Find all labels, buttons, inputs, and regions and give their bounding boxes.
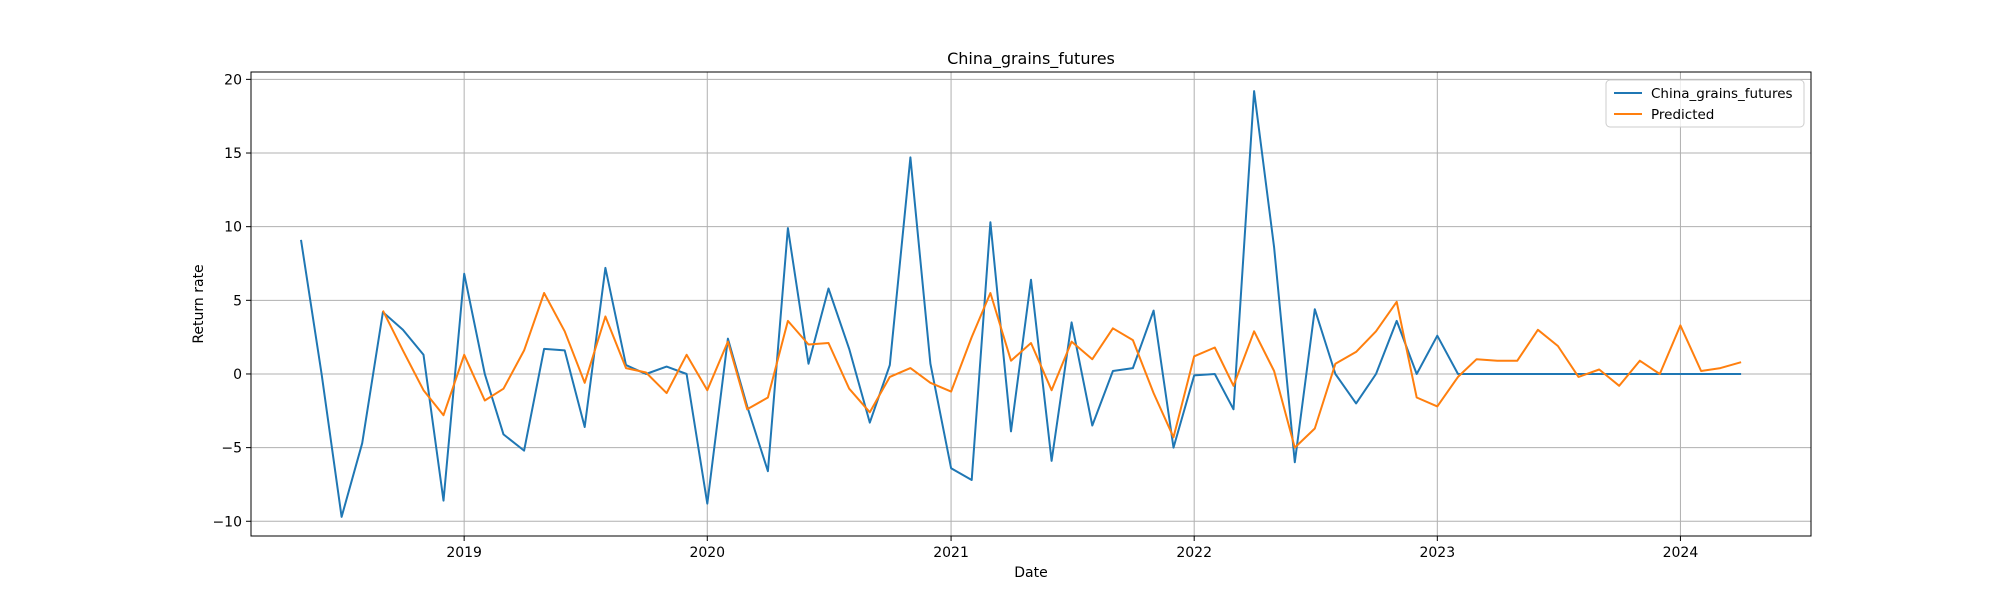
x-axis: 2019 2020 2021 2022 2023 2024	[446, 536, 1698, 561]
legend-box	[1605, 79, 1805, 128]
y-axis-label: Return rate	[191, 264, 207, 343]
x-tick-label: 2020	[689, 545, 725, 561]
y-tick-label: 20	[224, 72, 242, 88]
x-axis-label: Date	[1014, 565, 1047, 581]
series-line-actual	[300, 90, 1742, 518]
y-tick-label: −5	[221, 441, 242, 457]
y-tick-label: −10	[212, 514, 242, 530]
series-lines	[300, 90, 1742, 518]
series-line-predicted	[382, 292, 1742, 449]
x-tick-label: 2024	[1663, 545, 1699, 561]
y-tick-label: 0	[233, 367, 242, 383]
series-points	[382, 292, 1742, 448]
legend-label: Predicted	[1651, 107, 1714, 123]
chart-title: China_grains_futures	[947, 49, 1115, 69]
y-tick-label: 5	[233, 293, 242, 309]
series-points	[300, 91, 1742, 517]
x-tick-label: 2022	[1176, 545, 1212, 561]
legend-label: China_grains_futures	[1651, 86, 1793, 102]
x-tick-label: 2023	[1419, 545, 1455, 561]
y-axis: −10 −5 0 5 10 15 20	[212, 72, 251, 530]
y-tick-label: 15	[224, 146, 242, 162]
plot-frame	[250, 71, 1812, 537]
legend: China_grains_futures Predicted	[1605, 79, 1805, 128]
x-tick-label: 2021	[933, 545, 969, 561]
y-tick-label: 10	[224, 220, 242, 236]
x-tick-label: 2019	[446, 545, 482, 561]
